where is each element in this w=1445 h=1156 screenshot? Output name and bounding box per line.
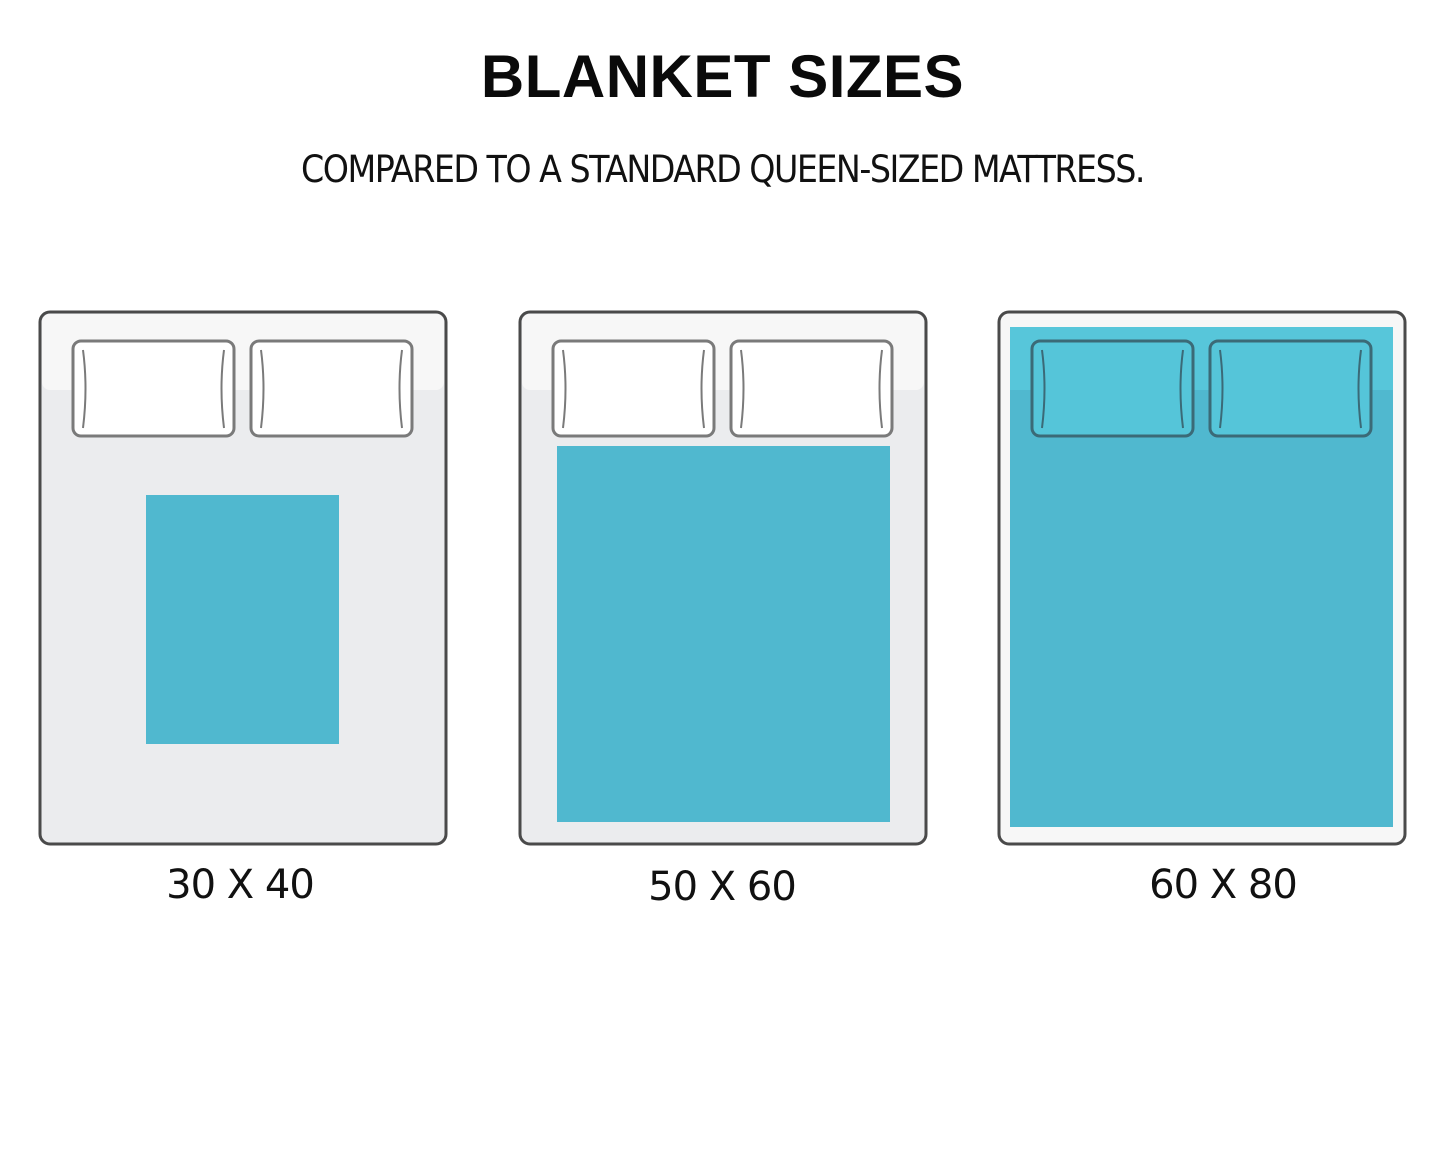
pillow [1208,339,1373,438]
pillow [71,339,236,438]
blanket [146,495,339,744]
bed-60x80 [997,310,1407,846]
size-label-50x60: 50 X 60 [648,864,797,910]
size-label-60x80: 60 X 80 [1149,862,1298,908]
bed-50x60 [518,310,928,846]
bed-30x40 [38,310,448,846]
pillow [249,339,414,438]
size-label-30x40: 30 X 40 [166,862,315,908]
pillow [551,339,716,438]
pillow [729,339,894,438]
page-subtitle: COMPARED TO A STANDARD QUEEN-SIZED MATTR… [301,148,1145,191]
blanket [557,446,890,822]
pillow [1030,339,1195,438]
page-title: BLANKET SIZES [480,43,965,110]
